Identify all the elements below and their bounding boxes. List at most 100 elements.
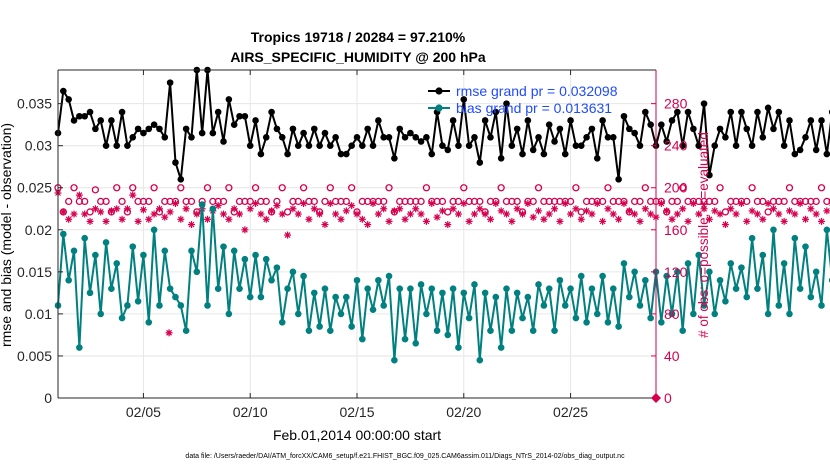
evaluated-point-130 [748, 207, 756, 215]
possible-point-137 [785, 184, 794, 192]
evaluated-point-138 [791, 210, 799, 218]
bias-point-58 [364, 285, 371, 292]
rmse-point-128 [738, 108, 745, 116]
bias-point-85 [508, 327, 516, 335]
x-tick-label-3: 02/20 [446, 404, 481, 420]
legend-bias-label: bias grand pr = 0.013631 [456, 100, 612, 116]
possible-point-78 [470, 197, 479, 206]
bias-point-140 [802, 243, 809, 250]
bias-point-99 [583, 319, 590, 326]
series-bias [54, 201, 830, 364]
possible-point-3 [70, 184, 78, 192]
evaluated-point-113 [657, 200, 665, 208]
possible-point-65 [401, 197, 409, 206]
rmse-point-94 [556, 125, 564, 133]
x-axis-label: Feb.01,2014 00:00:00 start [273, 427, 441, 443]
bias-point-118 [684, 260, 692, 267]
rmse-point-49 [316, 142, 323, 149]
rmse-point-126 [727, 108, 735, 116]
evaluated-point-110 [641, 205, 649, 213]
evaluated-point-52 [332, 210, 340, 218]
possible-point-135 [775, 197, 783, 206]
rmse-point-139 [796, 146, 804, 154]
bias-point-20 [161, 247, 169, 255]
evaluated-point-32 [225, 215, 233, 223]
bias-point-121 [700, 302, 708, 309]
possible-point-51 [326, 184, 334, 192]
bias-point-45 [294, 310, 302, 318]
bias-point-93 [551, 327, 558, 335]
rmse-point-90 [535, 133, 542, 141]
evaluated-point-45 [294, 210, 302, 218]
rmse-point-76 [460, 96, 468, 103]
possible-point-111 [647, 197, 655, 206]
possible-point-86 [513, 197, 521, 206]
rmse-point-77 [465, 142, 473, 149]
possible-point-123 [711, 197, 719, 206]
rmse-point-17 [145, 125, 153, 133]
evaluated-point-23 [177, 215, 185, 223]
rmse-point-138 [791, 150, 799, 158]
rmse-point-39 [262, 133, 270, 141]
rmse-point-46 [300, 129, 307, 137]
bias-point-139 [796, 285, 804, 292]
evaluated-point-12 [118, 215, 126, 223]
evaluated-point-2 [65, 215, 73, 223]
bias-point-91 [540, 302, 548, 309]
possible-point-35 [241, 197, 249, 206]
possible-point-23 [177, 184, 185, 192]
evaluated-point-9 [102, 217, 110, 225]
rmse-point-47 [305, 142, 313, 149]
bias-point-4 [76, 344, 83, 351]
rmse-point-113 [658, 121, 665, 128]
possible-point-110 [641, 184, 649, 192]
rmse-point-21 [166, 79, 174, 86]
possible-point-67 [412, 197, 420, 206]
rmse-point-56 [353, 133, 361, 141]
bias-point-114 [663, 272, 670, 280]
bias-point-122 [706, 268, 713, 276]
legend-rmse-label: rmse grand pr = 0.032098 [456, 83, 618, 99]
bias-point-56 [353, 276, 361, 284]
bias-point-92 [545, 285, 553, 292]
evaluated-point-124 [716, 210, 724, 218]
evaluated-point-132 [759, 215, 767, 223]
bias-point-7 [92, 251, 99, 259]
evaluated-point-98 [577, 215, 585, 223]
rmse-point-115 [668, 117, 676, 124]
rmse-point-64 [396, 125, 404, 133]
rmse-point-96 [567, 117, 574, 124]
rmse-point-19 [156, 125, 163, 133]
legend-bias-marker [435, 104, 443, 112]
evaluated-point-93 [551, 205, 559, 213]
bias-point-104 [609, 285, 617, 292]
possible-point-72 [438, 197, 447, 206]
rmse-point-104 [609, 133, 617, 141]
bias-point-31 [220, 243, 227, 250]
evaluated-point-86 [513, 205, 521, 213]
evaluated-point-128 [737, 200, 745, 208]
evaluated-point-137 [785, 207, 793, 215]
evaluated-point-81 [486, 215, 494, 223]
evaluated-point-87 [519, 210, 527, 218]
rmse-point-85 [508, 142, 516, 149]
rmse-point-7 [92, 125, 99, 133]
bias-point-33 [230, 247, 238, 255]
rmse-point-109 [636, 142, 644, 149]
possible-point-7 [91, 186, 100, 194]
y-tick-label-6: 0.03 [25, 138, 52, 154]
bias-point-123 [711, 310, 719, 318]
evaluated-point-120 [695, 210, 703, 218]
bias-point-8 [97, 310, 105, 318]
evaluated-point-11 [113, 205, 121, 213]
evaluated-point-15 [134, 217, 142, 225]
possible-point-76 [460, 184, 468, 192]
bias-point-83 [497, 344, 505, 351]
rmse-point-129 [743, 125, 751, 133]
y-right-tick-label-2: 80 [664, 306, 680, 322]
evaluated-point-63 [390, 207, 398, 215]
bias-point-124 [716, 276, 724, 284]
bias-point-41 [273, 264, 281, 271]
bias-point-60 [375, 276, 382, 284]
bias-point-43 [284, 285, 291, 292]
